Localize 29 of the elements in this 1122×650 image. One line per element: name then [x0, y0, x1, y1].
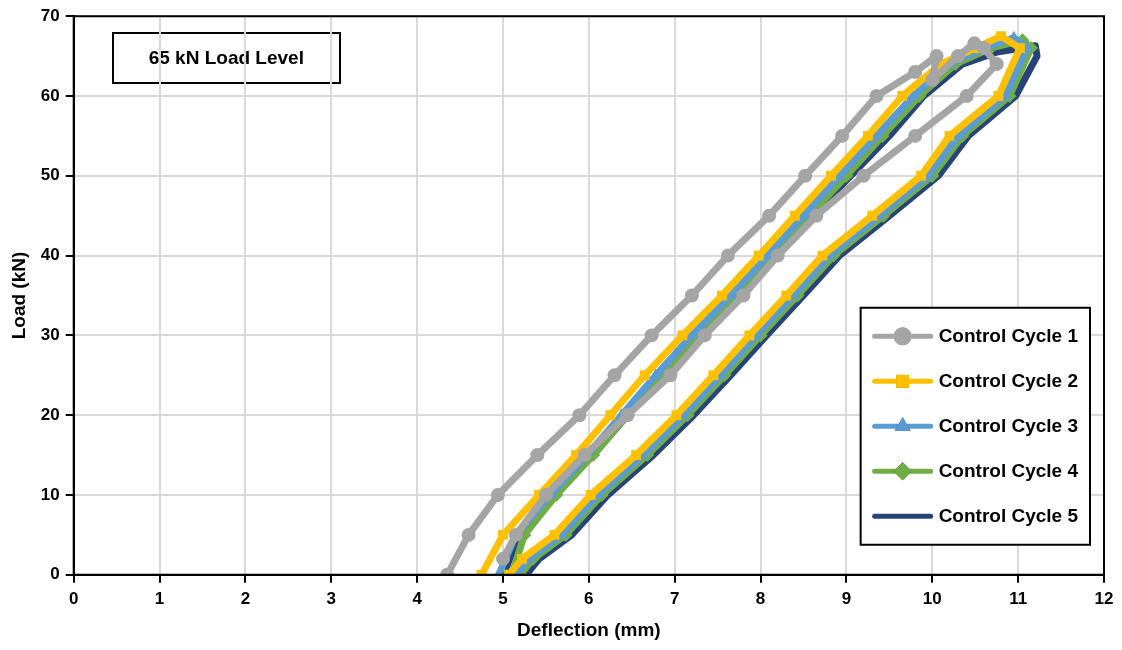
y-tick-label: 60 — [40, 85, 60, 105]
legend-label: Control Cycle 1 — [938, 324, 1079, 346]
legend-label: Control Cycle 4 — [938, 459, 1079, 481]
y-tick-label: 50 — [40, 165, 60, 185]
y-tick-label: 10 — [40, 484, 60, 504]
x-tick-label: 12 — [1094, 588, 1114, 608]
y-axis-title: Load (kN) — [7, 251, 29, 340]
y-tick-label: 20 — [40, 404, 60, 424]
legend-label: Control Cycle 3 — [938, 414, 1079, 436]
x-tick-label: 3 — [326, 588, 337, 608]
x-tick-label: 5 — [498, 588, 508, 608]
x-tick-label: 1 — [154, 588, 165, 608]
x-tick-label: 0 — [68, 588, 79, 608]
x-tick-label: 4 — [412, 588, 423, 608]
legend-label: Control Cycle 2 — [938, 369, 1079, 391]
y-tick-label: 40 — [40, 245, 60, 265]
x-tick-label: 10 — [922, 588, 942, 608]
x-axis-title: Deflection (mm) — [517, 618, 661, 640]
x-tick-label: 11 — [1009, 588, 1028, 608]
x-tick-label: 8 — [755, 588, 766, 608]
y-tick-label: 70 — [40, 5, 60, 25]
x-tick-label: 7 — [669, 588, 680, 608]
x-tick-label: 9 — [841, 588, 852, 608]
y-tick-label: 30 — [40, 325, 60, 345]
legend-label: Control Cycle 5 — [938, 504, 1079, 526]
text-box: 65 kN Load Level — [111, 32, 341, 85]
y-tick-label: 0 — [50, 564, 60, 584]
x-tick-label: 2 — [240, 588, 251, 608]
x-tick-label: 6 — [584, 588, 594, 608]
